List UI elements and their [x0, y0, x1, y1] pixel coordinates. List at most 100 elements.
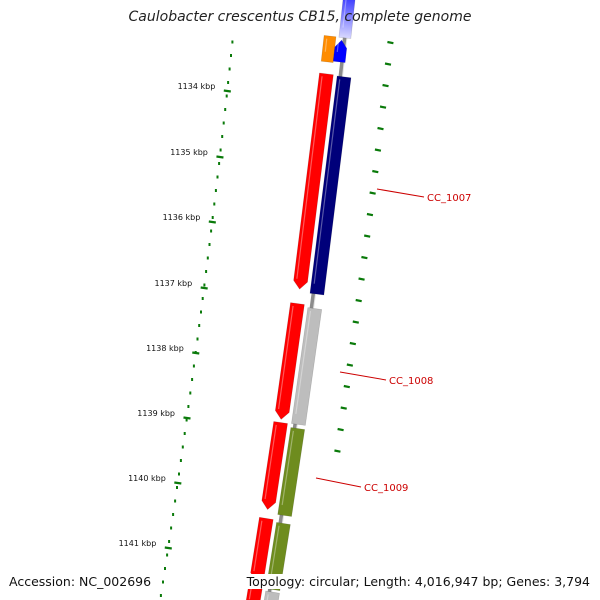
ruler-tick — [174, 481, 182, 485]
strand-dash — [358, 277, 365, 281]
gene-label-leader — [315, 477, 362, 488]
ruler-dot — [219, 148, 222, 152]
ruler-dot — [208, 243, 211, 246]
tick-label: 1134 kbp — [178, 82, 216, 91]
ruler-dot — [224, 108, 227, 111]
ruler-dot — [210, 229, 213, 233]
gene-feature-cc-1007-highlight — [313, 79, 341, 284]
gene-label-leader — [376, 188, 425, 198]
gene-feature-blue-faded-highlight — [342, 0, 347, 28]
ruler-dot — [225, 94, 228, 98]
ruler-dot — [198, 324, 201, 327]
tick-label: 1141 kbp — [119, 539, 157, 548]
gene-label: CC_1009 — [364, 483, 408, 494]
gene-feature-blue — [332, 39, 348, 63]
ruler-dot — [221, 135, 224, 138]
tick-label: 1136 kbp — [163, 213, 201, 222]
strand-dash — [346, 363, 354, 367]
strand-dash — [387, 40, 394, 45]
strand-dash — [372, 169, 379, 174]
strand-dash — [337, 427, 344, 432]
ruler-dot — [200, 310, 202, 314]
gene-feature-orange-highlight — [324, 38, 328, 52]
ruler-dot — [222, 121, 225, 125]
strand-dash — [361, 255, 368, 260]
ruler-dot — [178, 472, 180, 476]
ruler-dot — [170, 526, 173, 530]
ruler-tick — [208, 220, 216, 224]
ruler-dot — [230, 54, 232, 57]
gene-label: CC_1008 — [389, 376, 433, 387]
ruler-dot — [214, 189, 217, 192]
ruler-dot — [206, 256, 209, 260]
gene-feature-red-1 — [293, 72, 334, 290]
gene-label-leader — [339, 371, 387, 381]
gene-label: CC_1007 — [427, 193, 471, 204]
gene-feature-orange — [320, 35, 337, 63]
gene-feature-cc-1007 — [309, 75, 352, 296]
ruler-dot — [205, 270, 208, 273]
ruler-dot — [196, 337, 199, 341]
ruler-dot — [228, 67, 231, 71]
strand-dash — [366, 212, 374, 217]
ruler-dot — [162, 580, 164, 584]
ruler-tick — [200, 286, 208, 290]
genome-summary-text: Topology: circular; Length: 4,016,947 bp… — [244, 574, 592, 589]
gene-feature-cc-1009 — [277, 427, 306, 517]
gene-feature-red-4-highlight — [253, 520, 263, 572]
gene-feature-olive-next — [265, 521, 291, 592]
ruler-dot — [191, 378, 194, 381]
ruler-dot — [172, 513, 175, 516]
gene-feature-gray-next-highlight — [266, 594, 269, 600]
ruler-tick — [183, 416, 191, 420]
strand-dash — [363, 234, 371, 238]
accession-text: Accession: NC_002696 — [7, 574, 154, 589]
ruler-tick — [223, 89, 231, 93]
ruler-dot — [166, 553, 169, 557]
strand-dash — [355, 298, 362, 303]
strand-dash — [377, 126, 384, 131]
tick-label: 1135 kbp — [170, 148, 208, 157]
gene-feature-blue-faded — [338, 0, 356, 39]
ruler-dot — [189, 391, 192, 395]
ruler-dot — [159, 594, 162, 597]
ruler-dot — [227, 81, 230, 84]
ruler-dot — [185, 418, 188, 422]
gene-feature-red-2 — [275, 302, 305, 420]
ruler-dot — [187, 405, 190, 408]
strand-dash — [343, 384, 351, 389]
strand-dash — [379, 105, 387, 109]
gene-feature-olive-next-highlight — [269, 525, 280, 580]
strand-dash — [374, 148, 382, 152]
gene-feature-cc-1009-highlight — [281, 430, 294, 506]
ruler-tick — [164, 546, 172, 550]
ruler-dot — [174, 499, 177, 503]
gene-feature-cc-1008-highlight — [295, 310, 312, 415]
ruler-tick — [192, 351, 200, 355]
ruler-dot — [213, 202, 216, 206]
strand-dash — [334, 449, 341, 453]
tick-label: 1140 kbp — [128, 474, 166, 483]
strand-dash — [352, 320, 360, 324]
ruler-dot — [211, 216, 214, 219]
ruler-dot — [181, 445, 184, 449]
ruler-dot — [176, 486, 178, 489]
ruler-dot — [203, 283, 206, 287]
ruler-dot — [216, 175, 219, 179]
ruler-dot — [201, 297, 204, 300]
map-title: Caulobacter crescentus CB15, complete ge… — [128, 9, 472, 25]
tick-label: 1138 kbp — [146, 344, 184, 353]
tick-label: 1139 kbp — [137, 409, 175, 418]
gene-feature-red-3 — [261, 421, 288, 510]
gene-feature-cc-1008 — [291, 307, 323, 426]
gene-feature-red-2-highlight — [277, 305, 294, 410]
strand-dash — [384, 62, 392, 66]
ruler-tick — [216, 155, 224, 159]
strand-dash — [382, 83, 389, 88]
ruler-dot — [183, 432, 186, 435]
strand-dash — [340, 406, 347, 410]
ruler-dot — [168, 540, 171, 543]
ruler-dot — [192, 364, 195, 368]
